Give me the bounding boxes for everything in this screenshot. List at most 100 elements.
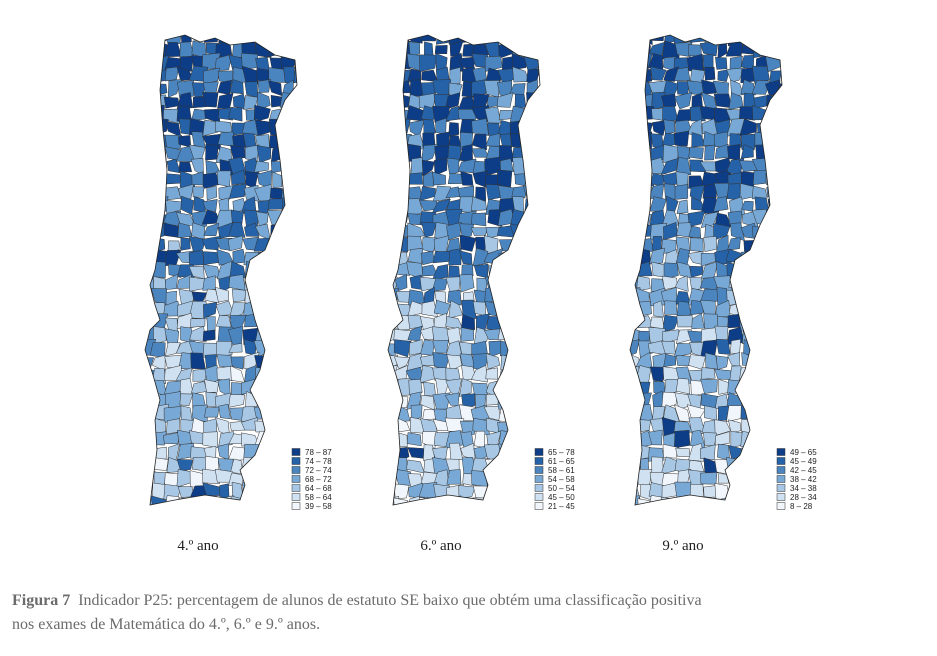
municipality bbox=[145, 419, 155, 434]
municipality bbox=[638, 35, 653, 46]
municipality bbox=[179, 378, 194, 395]
municipality bbox=[648, 429, 663, 446]
legend-label: 54 – 58 bbox=[548, 475, 575, 484]
municipality bbox=[701, 496, 715, 505]
municipality bbox=[649, 247, 665, 264]
legend-label: 58 – 61 bbox=[548, 466, 575, 475]
municipality bbox=[407, 447, 425, 459]
municipality bbox=[269, 418, 286, 434]
municipality bbox=[388, 406, 397, 422]
municipality bbox=[738, 366, 756, 382]
municipality bbox=[739, 106, 757, 121]
municipality bbox=[254, 457, 270, 474]
municipality bbox=[715, 338, 731, 355]
municipality bbox=[689, 237, 704, 252]
municipality bbox=[740, 303, 756, 316]
municipality bbox=[445, 92, 461, 110]
municipality bbox=[664, 300, 678, 315]
municipality bbox=[188, 236, 206, 254]
municipality bbox=[294, 365, 297, 384]
municipality bbox=[779, 95, 782, 111]
municipality bbox=[526, 144, 540, 163]
legend-swatch bbox=[291, 475, 301, 483]
municipality bbox=[700, 472, 718, 485]
municipality bbox=[636, 105, 655, 121]
municipality bbox=[215, 120, 233, 133]
municipality bbox=[473, 445, 488, 462]
municipality bbox=[283, 339, 295, 357]
municipality bbox=[388, 223, 396, 241]
legend-label: 58 – 64 bbox=[305, 493, 332, 502]
municipality bbox=[510, 485, 530, 500]
municipality bbox=[244, 313, 259, 328]
caption-line: nos exames de Matemática do 4.º, 6.º e 9… bbox=[12, 616, 320, 633]
municipality bbox=[268, 483, 285, 499]
municipality bbox=[145, 313, 155, 331]
municipality bbox=[754, 469, 771, 489]
municipality bbox=[488, 340, 502, 358]
municipality bbox=[145, 273, 155, 291]
legend-swatch bbox=[291, 457, 301, 465]
municipality bbox=[510, 496, 529, 505]
municipality bbox=[204, 288, 220, 304]
municipality bbox=[523, 249, 540, 267]
municipality bbox=[254, 277, 272, 293]
municipality bbox=[730, 79, 744, 97]
municipality bbox=[163, 96, 180, 109]
municipality bbox=[188, 249, 205, 266]
municipality bbox=[741, 380, 759, 397]
municipality bbox=[512, 379, 529, 394]
municipality bbox=[513, 368, 526, 383]
municipality bbox=[295, 171, 297, 189]
municipality bbox=[475, 186, 487, 202]
municipality bbox=[423, 381, 436, 396]
municipality bbox=[766, 249, 781, 266]
municipality bbox=[180, 237, 191, 251]
municipality bbox=[765, 131, 780, 150]
municipality bbox=[512, 66, 530, 83]
municipality bbox=[432, 339, 449, 354]
municipality bbox=[459, 223, 475, 239]
municipality bbox=[470, 365, 488, 383]
municipality bbox=[294, 236, 297, 255]
municipality bbox=[145, 211, 154, 228]
municipality bbox=[459, 250, 473, 265]
municipality bbox=[256, 286, 273, 302]
municipality bbox=[204, 364, 220, 385]
municipality bbox=[662, 443, 679, 459]
municipality bbox=[541, 54, 555, 72]
municipality bbox=[779, 275, 782, 289]
municipality bbox=[202, 329, 216, 342]
municipality bbox=[630, 403, 639, 423]
municipality bbox=[180, 195, 194, 216]
municipality bbox=[630, 365, 640, 383]
legend-label: 78 – 87 bbox=[305, 448, 332, 457]
municipality bbox=[676, 315, 694, 328]
municipality bbox=[701, 367, 716, 380]
municipality bbox=[537, 291, 540, 306]
municipality bbox=[704, 352, 719, 370]
municipality bbox=[755, 35, 772, 46]
municipality bbox=[145, 105, 157, 123]
municipality bbox=[257, 91, 271, 111]
municipality bbox=[767, 434, 782, 447]
municipality bbox=[510, 421, 527, 436]
municipality bbox=[267, 276, 283, 291]
municipality bbox=[743, 240, 755, 253]
municipality bbox=[283, 382, 297, 394]
municipality bbox=[241, 495, 259, 505]
municipality bbox=[630, 392, 640, 410]
municipality bbox=[257, 251, 273, 268]
municipality bbox=[176, 312, 194, 329]
municipality bbox=[145, 379, 156, 393]
municipality bbox=[280, 434, 297, 447]
municipality bbox=[388, 96, 396, 111]
municipality bbox=[755, 392, 771, 410]
municipality bbox=[294, 325, 297, 343]
municipality bbox=[756, 366, 770, 384]
municipality bbox=[388, 186, 399, 202]
municipality bbox=[292, 35, 297, 45]
legend-swatch bbox=[534, 466, 544, 474]
municipality bbox=[230, 356, 244, 370]
municipality bbox=[216, 365, 234, 382]
